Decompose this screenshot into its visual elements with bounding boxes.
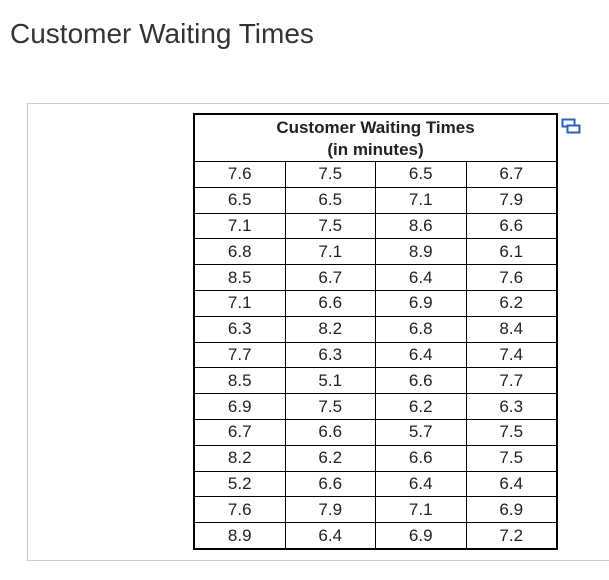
table-cell: 8.5 (193, 367, 286, 395)
table-cell: 7.5 (284, 393, 376, 420)
table-cell: 8.6 (375, 212, 467, 240)
table-cell: 6.2 (284, 444, 376, 472)
table-row: 7.6 7.5 6.5 6.7 (193, 161, 558, 188)
caption-row: Customer Waiting Times (in minutes) (194, 114, 557, 162)
table-cell: 7.4 (465, 341, 558, 369)
table-cell: 7.6 (193, 161, 286, 188)
table-cell: 6.4 (375, 470, 467, 498)
table-cell: 5.1 (284, 367, 376, 395)
table-cell: 6.6 (465, 212, 558, 240)
table-cell: 5.7 (375, 418, 467, 446)
table-cell: 7.9 (284, 496, 376, 524)
table-cell: 8.2 (193, 444, 286, 472)
table-row: 8.5 5.1 6.6 7.7 (193, 367, 558, 395)
table-cell: 6.3 (193, 315, 286, 343)
table-body: 7.6 7.5 6.5 6.7 6.5 6.5 7.1 7.9 7.1 7.5 8.6 6.6 6.8 7… (193, 161, 558, 550)
table-row: 7.1 7.5 8.6 6.6 (193, 212, 558, 240)
table-cell: 7.6 (465, 264, 558, 291)
table-row: 6.9 7.5 6.2 6.3 (193, 393, 558, 420)
table-row: 7.1 6.6 6.9 6.2 (193, 289, 558, 317)
table-cell: 6.7 (284, 264, 376, 291)
table-cell: 6.6 (284, 418, 376, 446)
page-title: Customer Waiting Times (10, 18, 314, 49)
table-row: 8.5 6.7 6.4 7.6 (193, 264, 558, 291)
table-caption: Customer Waiting Times (in minutes) (194, 114, 557, 162)
table-cell: 8.2 (284, 315, 376, 343)
table-cell: 7.9 (465, 186, 558, 214)
table-cell: 6.4 (465, 470, 558, 498)
table-row: 6.5 6.5 7.1 7.9 (193, 186, 558, 214)
table-cell: 6.6 (375, 367, 467, 395)
table-cell: 6.8 (193, 238, 286, 266)
table-cell: 6.4 (375, 341, 467, 369)
table-cell: 7.1 (193, 289, 286, 317)
table-head: Customer Waiting Times (in minutes) (194, 114, 557, 162)
table-row: 6.3 8.2 6.8 8.4 (193, 315, 558, 343)
table-row: 7.6 7.9 7.1 6.9 (193, 496, 558, 524)
table-cell: 6.3 (465, 393, 558, 420)
table-row: 8.2 6.2 6.6 7.5 (193, 444, 558, 472)
table-cell: 6.6 (284, 289, 376, 317)
table-row: 6.8 7.1 8.9 6.1 (193, 238, 558, 266)
table-cell: 6.4 (284, 522, 376, 550)
table-row: 6.7 6.6 5.7 7.5 (193, 418, 558, 446)
table-cell: 7.1 (193, 212, 286, 240)
table-cell: 7.7 (465, 367, 558, 395)
table-cell: 8.9 (193, 522, 286, 550)
table-cell: 6.9 (375, 289, 467, 317)
table-cell: 6.5 (193, 186, 286, 214)
table-cell: 8.5 (193, 264, 286, 291)
caption-line: (in minutes) (327, 140, 424, 159)
table-cell: 7.1 (375, 186, 467, 214)
table-cell: 7.5 (284, 161, 376, 188)
table-cell: 6.7 (193, 418, 286, 446)
caption-line: Customer Waiting Times (276, 118, 475, 137)
table-cell: 7.1 (375, 496, 467, 524)
table-cell: 6.9 (193, 393, 286, 420)
table-cell: 7.2 (465, 522, 558, 550)
table-cell: 7.5 (284, 212, 376, 240)
table-cell: 6.6 (375, 444, 467, 472)
table-cell: 6.2 (465, 289, 558, 317)
table-row: 5.2 6.6 6.4 6.4 (193, 470, 558, 498)
table-cell: 6.7 (465, 161, 558, 188)
table-cell: 6.8 (375, 315, 467, 343)
panel (27, 103, 609, 561)
table-cell: 8.9 (375, 238, 467, 266)
table-cell: 7.7 (193, 341, 286, 369)
table-cell: 6.2 (375, 393, 467, 420)
table-cell: 6.6 (284, 470, 376, 498)
popout-icon[interactable] (561, 118, 581, 134)
table-row: 8.9 6.4 6.9 7.2 (193, 522, 558, 550)
table-cell: 7.1 (284, 238, 376, 266)
table-cell: 7.5 (465, 444, 558, 472)
table-row: 7.7 6.3 6.4 7.4 (193, 341, 558, 369)
table-cell: 7.6 (193, 496, 286, 524)
table-cell: 5.2 (193, 470, 286, 498)
table-cell: 6.5 (284, 186, 376, 214)
table-cell: 6.1 (465, 238, 558, 266)
table-cell: 7.5 (465, 418, 558, 446)
table-cell: 6.4 (375, 264, 467, 291)
data-table: Customer Waiting Times (in minutes) 7.6 7… (193, 113, 558, 550)
table-cell: 6.5 (375, 161, 467, 188)
table-cell: 6.3 (284, 341, 376, 369)
table-cell: 6.9 (465, 496, 558, 524)
table-cell: 8.4 (465, 315, 558, 343)
table-cell: 6.9 (375, 522, 467, 550)
